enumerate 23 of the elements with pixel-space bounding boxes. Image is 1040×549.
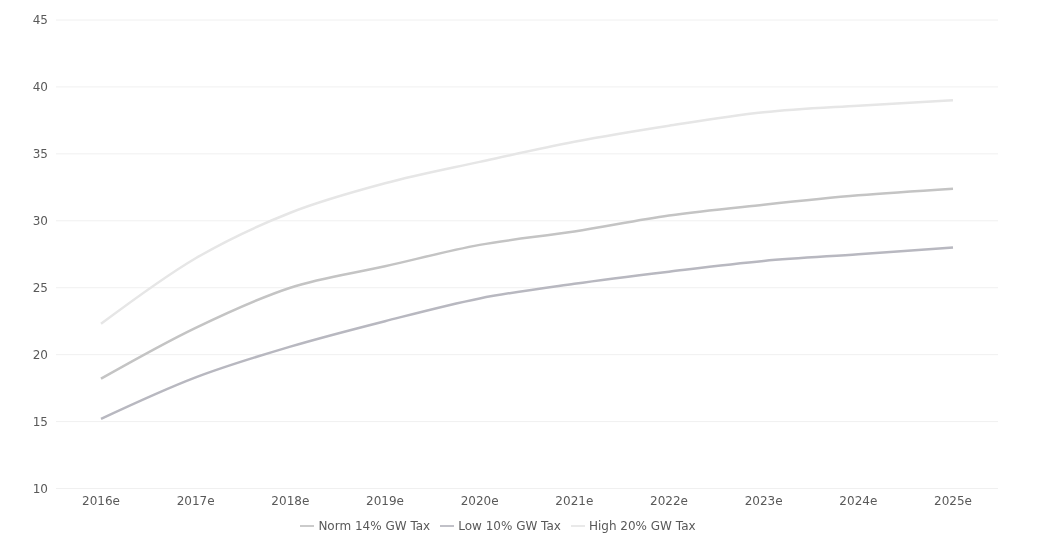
x-tick-label: 2018e: [271, 494, 310, 509]
y-tick-label: 15: [32, 414, 48, 429]
y-tick-label: 20: [32, 347, 48, 362]
line-series: [99, 187, 955, 380]
y-tick-label: 10: [32, 481, 48, 496]
y-tick-label: 45: [32, 13, 48, 28]
x-tick-label: 2016e: [82, 494, 120, 509]
x-tick-label: 2021e: [555, 494, 594, 509]
y-tick-label: 25: [32, 280, 48, 295]
legend-label: Low 10% GW Tax: [458, 518, 561, 533]
y-tick-label: 30: [32, 214, 48, 229]
x-tick-label: 2022e: [650, 494, 688, 509]
x-tick-label: 2023e: [744, 494, 783, 509]
x-tick-label: 2017e: [176, 494, 215, 509]
x-tick-label: 2020e: [460, 494, 499, 509]
y-tick-label: 35: [32, 147, 48, 162]
legend-label: High 20% GW Tax: [588, 518, 696, 533]
x-tick-label: 2024e: [839, 494, 878, 509]
x-tick-label: 2019e: [366, 494, 404, 509]
line-series: [99, 246, 955, 421]
legend-label: Norm 14% GW Tax: [318, 518, 431, 533]
x-tick-label: 2025e: [934, 494, 972, 509]
y-tick-label: 40: [32, 80, 48, 95]
